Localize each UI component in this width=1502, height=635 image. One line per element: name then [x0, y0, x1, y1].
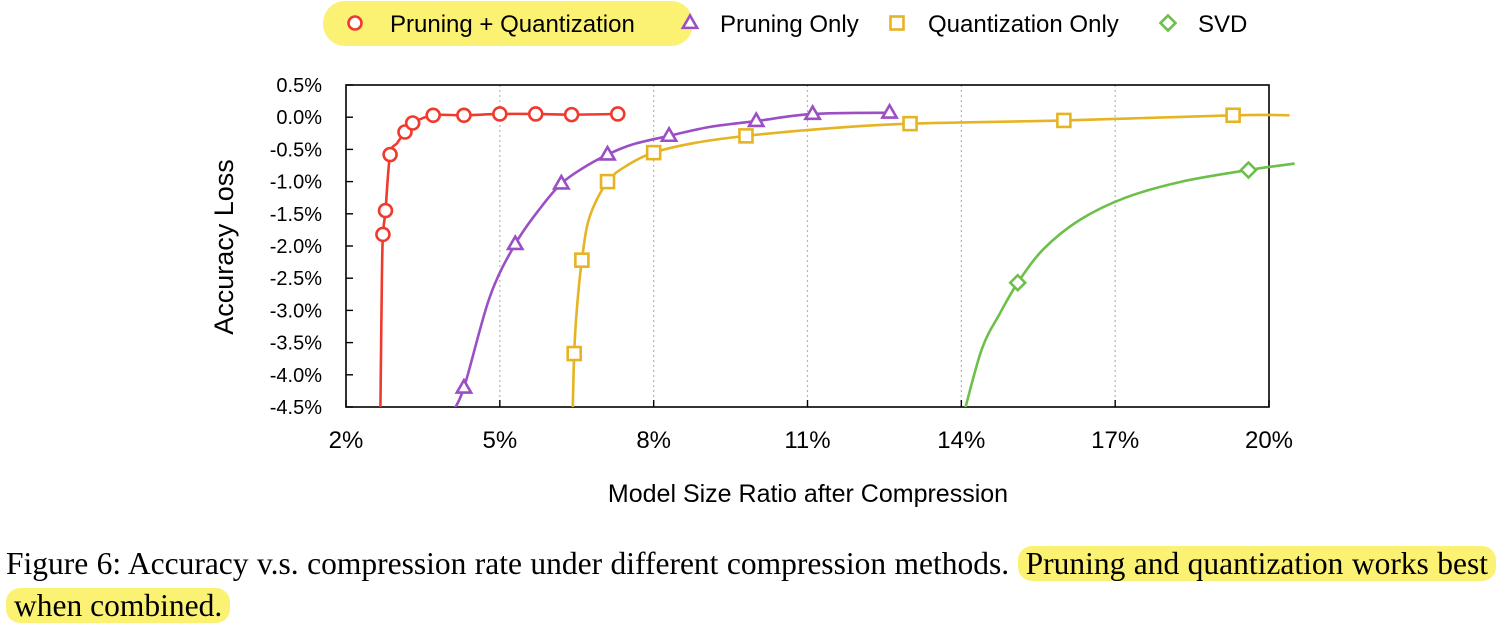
- data-point-pruning-only: [880, 102, 899, 119]
- data-point-pruning-only: [551, 173, 571, 190]
- legend-marker-quantization-only: [889, 15, 905, 31]
- data-point-pruning-quantization: [375, 226, 391, 243]
- y-axis-label: Accuracy Loss: [209, 159, 239, 335]
- legend-label-pruning-quantization: Pruning + Quantization: [390, 11, 635, 38]
- y-tick-label: -1.5%: [270, 204, 322, 226]
- x-axis-label: Model Size Ratio after Compression: [608, 480, 1008, 508]
- x-tick-label: 5%: [482, 427, 517, 454]
- data-point-pruning-quantization: [425, 107, 441, 124]
- figure-caption: Figure 6: Accuracy v.s. compression rate…: [6, 543, 1496, 627]
- legend-label-quantization-only: Quantization Only: [928, 11, 1119, 38]
- y-tick-label: -1.0%: [270, 172, 322, 194]
- x-tick-label: 20%: [1245, 427, 1293, 454]
- data-point-quantization-only: [902, 115, 918, 132]
- legend-marker-svd: [1158, 13, 1178, 33]
- data-point-pruning-quantization: [527, 106, 544, 122]
- data-point-pruning-quantization: [456, 107, 472, 124]
- data-point-pruning-only: [746, 110, 766, 128]
- data-point-quantization-only: [645, 144, 662, 161]
- data-point-pruning-quantization: [563, 106, 580, 123]
- y-tick-label: -0.5%: [270, 139, 322, 161]
- data-point-pruning-only: [803, 103, 823, 121]
- data-point-quantization-only: [599, 173, 616, 190]
- data-point-quantization-only: [574, 252, 590, 268]
- y-tick-label: -4.5%: [270, 397, 322, 419]
- y-tick-label: 0.5%: [276, 75, 322, 97]
- series-quantization-only: [566, 107, 1290, 407]
- y-tick-label: -3.5%: [270, 333, 322, 355]
- x-tick-label: 14%: [937, 427, 985, 454]
- data-point-quantization-only: [738, 128, 754, 144]
- x-tick-label: 8%: [636, 427, 671, 454]
- series-pruning-quantization: [375, 106, 626, 407]
- y-tick-label: -3.0%: [270, 300, 322, 322]
- data-point-quantization-only: [1056, 112, 1072, 129]
- grid-lines: [499, 85, 1116, 407]
- data-point-quantization-only: [566, 345, 582, 362]
- x-tick-label: 2%: [329, 427, 364, 454]
- x-axis: 2% 5% 8% 11% 14% 17% 20%: [329, 400, 1293, 454]
- series-pruning-only: [453, 102, 899, 407]
- y-tick-label: -2.0%: [270, 236, 322, 258]
- series-line-quantization-only: [571, 113, 1290, 407]
- data-point-pruning-quantization: [609, 106, 626, 122]
- data-point-pruning-only: [454, 377, 474, 394]
- data-point-pruning-only: [598, 144, 617, 161]
- data-point-svd: [1239, 160, 1258, 180]
- y-tick-label: 0.0%: [276, 107, 322, 129]
- legend-highlight: [323, 1, 693, 46]
- series-svd: [964, 160, 1295, 407]
- x-tick-label: 11%: [784, 427, 830, 454]
- x-tick-label: 17%: [1091, 427, 1139, 454]
- legend-marker-pruning-only: [680, 12, 700, 30]
- legend-label-svd: SVD: [1198, 11, 1247, 38]
- data-point-pruning-only: [659, 125, 679, 143]
- series-layer: [375, 102, 1295, 407]
- data-point-quantization-only: [1225, 107, 1241, 124]
- legend-label-pruning-only: Pruning Only: [720, 11, 859, 38]
- accuracy-vs-compression-chart: Pruning + Quantization Pruning Only Quanti…: [209, 1, 1295, 508]
- series-line-pruning-only: [453, 111, 890, 407]
- y-tick-label: -2.5%: [270, 268, 322, 290]
- data-point-pruning-quantization: [492, 106, 508, 122]
- data-point-pruning-quantization: [377, 202, 394, 219]
- data-point-svd: [1008, 273, 1028, 293]
- y-tick-label: -4.0%: [270, 365, 322, 387]
- series-line-svd: [964, 162, 1295, 407]
- data-point-pruning-quantization: [404, 115, 421, 131]
- legend: Pruning + Quantization Pruning Only Quanti…: [323, 1, 1247, 46]
- caption-text: Figure 6: Accuracy v.s. compression rate…: [6, 546, 1018, 581]
- data-point-pruning-quantization: [382, 146, 398, 163]
- data-point-pruning-only: [505, 233, 525, 251]
- y-axis: 0.5% 0.0% -0.5% -1.0% -1.5% -2.0% -2.5% -3.0% -3…: [270, 75, 353, 419]
- legend-marker-pruning-quantization: [347, 15, 363, 31]
